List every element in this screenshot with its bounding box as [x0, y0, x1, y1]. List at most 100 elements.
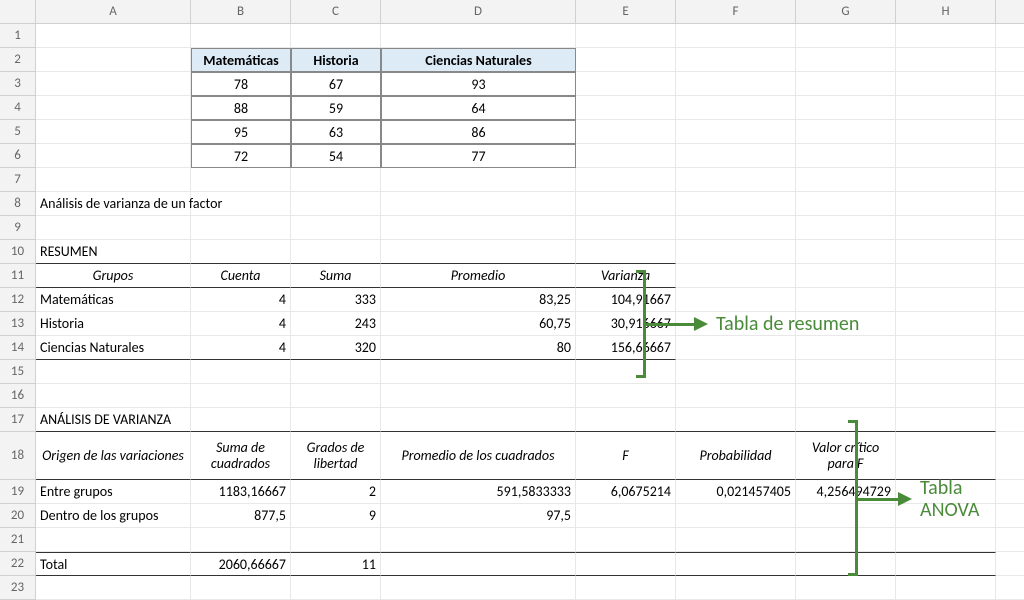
cell[interactable] [36, 24, 191, 48]
cell[interactable] [896, 24, 996, 48]
cell[interactable] [796, 144, 896, 168]
cell[interactable] [36, 144, 191, 168]
summary-col-header[interactable]: Promedio [381, 264, 576, 288]
cell[interactable] [291, 24, 381, 48]
cell[interactable] [191, 24, 291, 48]
row-header[interactable]: 9 [0, 216, 36, 240]
cell[interactable] [896, 576, 996, 600]
table-cell[interactable]: 86 [381, 120, 576, 144]
cell[interactable] [36, 96, 191, 120]
summary-cell[interactable]: Ciencias Naturales [36, 336, 191, 360]
cell[interactable] [796, 288, 896, 312]
cell[interactable] [291, 168, 381, 192]
row-header[interactable]: 1 [0, 24, 36, 48]
row-header[interactable]: 11 [0, 264, 36, 288]
cell[interactable] [996, 288, 1024, 312]
spreadsheet-grid[interactable]: ABCDEFGHI12MatemáticasHistoriaCiencias N… [0, 0, 1024, 600]
cell[interactable] [796, 96, 896, 120]
row-header[interactable]: 20 [0, 504, 36, 528]
cell[interactable] [676, 240, 796, 264]
cell[interactable] [36, 120, 191, 144]
cell[interactable] [36, 528, 191, 552]
cell[interactable] [291, 192, 381, 216]
cell[interactable] [576, 48, 676, 72]
cell[interactable] [576, 120, 676, 144]
table-cell[interactable]: 72 [191, 144, 291, 168]
cell[interactable] [36, 168, 191, 192]
cell[interactable] [676, 312, 796, 336]
cell[interactable] [676, 336, 796, 360]
cell[interactable] [896, 48, 996, 72]
cell[interactable] [381, 168, 576, 192]
cell[interactable] [676, 192, 796, 216]
cell[interactable] [576, 360, 676, 384]
cell[interactable] [676, 48, 796, 72]
row-header[interactable]: 18 [0, 432, 36, 480]
table-header[interactable]: Ciencias Naturales [381, 48, 576, 72]
cell[interactable] [796, 384, 896, 408]
table-cell[interactable]: 95 [191, 120, 291, 144]
cell[interactable] [796, 576, 896, 600]
cell[interactable] [576, 168, 676, 192]
cell[interactable] [676, 528, 796, 552]
cell[interactable] [896, 192, 996, 216]
summary-cell[interactable]: 320 [291, 336, 381, 360]
cell[interactable] [996, 192, 1024, 216]
row-header[interactable]: 4 [0, 96, 36, 120]
cell[interactable] [996, 552, 1024, 576]
cell[interactable] [996, 504, 1024, 528]
cell[interactable] [576, 408, 676, 432]
cell[interactable] [191, 384, 291, 408]
table-cell[interactable]: 88 [191, 96, 291, 120]
cell[interactable] [381, 384, 576, 408]
row-header[interactable]: 12 [0, 288, 36, 312]
cell[interactable] [291, 408, 381, 432]
cell[interactable] [291, 360, 381, 384]
cell[interactable] [576, 216, 676, 240]
cell[interactable] [381, 192, 576, 216]
cell[interactable] [996, 480, 1024, 504]
table-header[interactable]: Historia [291, 48, 381, 72]
summary-cell[interactable]: 333 [291, 288, 381, 312]
cell[interactable] [291, 216, 381, 240]
col-header[interactable]: C [291, 0, 381, 24]
summary-cell[interactable]: 80 [381, 336, 576, 360]
table-cell[interactable]: 67 [291, 72, 381, 96]
cell[interactable] [796, 312, 896, 336]
summary-cell[interactable]: 156,66667 [576, 336, 676, 360]
cell[interactable] [36, 384, 191, 408]
summary-col-header[interactable]: Cuenta [191, 264, 291, 288]
cell[interactable] [291, 384, 381, 408]
cell[interactable] [996, 312, 1024, 336]
cell[interactable] [996, 384, 1024, 408]
cell[interactable] [996, 240, 1024, 264]
table-header[interactable]: Matemáticas [191, 48, 291, 72]
cell[interactable] [191, 408, 291, 432]
anova-col-header[interactable]: Suma de cuadrados [191, 432, 291, 480]
row-header[interactable]: 21 [0, 528, 36, 552]
cell[interactable] [576, 576, 676, 600]
cell[interactable] [381, 576, 576, 600]
cell[interactable] [576, 192, 676, 216]
cell[interactable] [996, 528, 1024, 552]
cell[interactable] [896, 432, 996, 480]
summary-cell[interactable]: Historia [36, 312, 191, 336]
cell[interactable] [896, 336, 996, 360]
cell[interactable] [996, 24, 1024, 48]
cell[interactable] [191, 360, 291, 384]
cell[interactable] [676, 24, 796, 48]
col-header[interactable]: I [996, 0, 1024, 24]
cell[interactable] [896, 72, 996, 96]
cell[interactable] [996, 336, 1024, 360]
cell[interactable] [36, 576, 191, 600]
cell[interactable] [996, 144, 1024, 168]
row-header[interactable]: 22 [0, 552, 36, 576]
analysis-title[interactable]: Análisis de varianza de un factor [36, 192, 191, 216]
row-header[interactable]: 19 [0, 480, 36, 504]
anova-col-header[interactable]: F [576, 432, 676, 480]
table-cell[interactable]: 78 [191, 72, 291, 96]
summary-cell[interactable]: 60,75 [381, 312, 576, 336]
row-header[interactable]: 5 [0, 120, 36, 144]
cell[interactable] [996, 48, 1024, 72]
cell[interactable] [291, 576, 381, 600]
